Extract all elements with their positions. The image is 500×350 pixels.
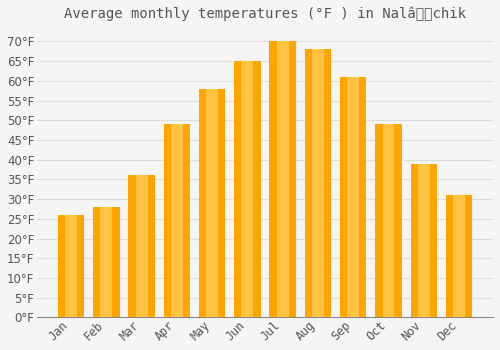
Bar [270, 41, 296, 317]
Bar [453, 195, 465, 317]
Bar [348, 77, 359, 317]
Bar [128, 175, 155, 317]
Title: Average monthly temperatures (°F ) in Nalâchik: Average monthly temperatures (°F ) in Na… [64, 7, 466, 21]
Bar [376, 124, 402, 317]
Bar [234, 61, 260, 317]
Bar [418, 163, 430, 317]
Bar [277, 41, 288, 317]
Bar [305, 49, 331, 317]
Bar [58, 215, 84, 317]
Bar [382, 124, 394, 317]
Bar [100, 207, 112, 317]
Bar [446, 195, 472, 317]
Bar [312, 49, 324, 317]
Bar [171, 124, 183, 317]
Bar [340, 77, 366, 317]
Bar [164, 124, 190, 317]
Bar [65, 215, 77, 317]
Bar [199, 89, 226, 317]
Bar [206, 89, 218, 317]
Bar [410, 163, 437, 317]
Bar [136, 175, 147, 317]
Bar [93, 207, 120, 317]
Bar [242, 61, 254, 317]
